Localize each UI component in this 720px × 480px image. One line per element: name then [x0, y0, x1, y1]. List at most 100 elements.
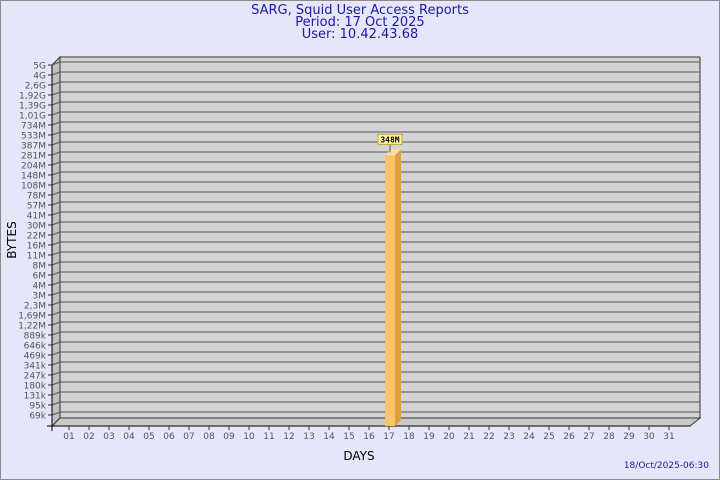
- y-tick-label: 4M: [33, 282, 47, 292]
- y-tick-label: 1,92G: [19, 92, 46, 102]
- y-tick-label: 469k: [24, 352, 47, 362]
- x-tick-label: 24: [523, 432, 535, 442]
- gridline-depth: [51, 121, 61, 126]
- gridline-depth: [51, 151, 61, 156]
- y-tick-label: 22M: [27, 232, 46, 242]
- gridline-depth: [51, 111, 61, 116]
- gridline-depth: [51, 191, 61, 196]
- x-tick-label: 19: [423, 432, 435, 442]
- x-tick-label: 16: [363, 432, 375, 442]
- gridline-depth: [51, 71, 61, 76]
- y-tick-label: 148M: [21, 172, 46, 182]
- y-tick-label: 646k: [24, 342, 47, 352]
- gridline-depth: [51, 131, 61, 136]
- y-tick-label: 5G: [33, 62, 46, 72]
- plot-floor: [50, 417, 702, 427]
- x-tick-label: 26: [563, 432, 575, 442]
- bar-top-day-17: [385, 149, 401, 156]
- x-tick-label: 31: [663, 432, 674, 442]
- y-tick-label: 108M: [21, 182, 46, 192]
- plot-back-wall: [59, 56, 701, 419]
- x-tick-label: 18: [403, 432, 415, 442]
- x-axis-title: DAYS: [343, 449, 374, 463]
- x-tick-label: 27: [583, 432, 594, 442]
- gridline-depth: [51, 331, 61, 336]
- y-axis-title: BYTES: [5, 221, 19, 258]
- gridline-depth: [51, 341, 61, 346]
- y-tick-label: 57M: [27, 202, 46, 212]
- gridline-depth: [51, 391, 61, 396]
- x-tick-label: 17: [383, 432, 394, 442]
- timestamp: 18/Oct/2025-06:30: [623, 461, 709, 471]
- chart-title: SARG, Squid User Access Reports: [251, 3, 469, 18]
- y-tick-label: 1,69M: [18, 312, 46, 322]
- y-tick-label: 4G: [33, 72, 46, 82]
- x-tick-label: 05: [143, 432, 154, 442]
- y-tick-label: 734M: [21, 122, 46, 132]
- data-label-box: [377, 133, 403, 145]
- gridline-depth: [51, 321, 61, 326]
- x-tick-label: 11: [263, 432, 274, 442]
- y-tick-label: 247k: [24, 372, 47, 382]
- y-tick-label: 131k: [24, 392, 47, 402]
- y-tick-label: 281M: [21, 152, 46, 162]
- gridline-depth: [51, 91, 61, 96]
- y-tick-label: 95k: [29, 402, 46, 412]
- x-tick-label: 01: [63, 432, 74, 442]
- x-tick-label: 07: [183, 432, 194, 442]
- gridline-depth: [51, 181, 61, 186]
- x-tick-label: 14: [323, 432, 335, 442]
- gridline-depth: [51, 411, 61, 416]
- chart-user: User: 10.42.43.68: [301, 27, 419, 42]
- x-tick-label: 10: [243, 432, 255, 442]
- gridline-depth: [51, 371, 61, 376]
- bar-side-day-17: [395, 149, 401, 426]
- gridline-depth: [51, 381, 61, 386]
- gridline-depth: [51, 291, 61, 296]
- x-tick-label: 23: [503, 432, 514, 442]
- y-tick-label: 2,6G: [25, 82, 46, 92]
- x-tick-label: 04: [123, 432, 135, 442]
- x-tick-label: 06: [163, 432, 175, 442]
- x-tick-label: 02: [83, 432, 94, 442]
- y-tick-label: 6M: [33, 272, 47, 282]
- x-tick-label: 29: [623, 432, 635, 442]
- gridline-depth: [51, 211, 61, 216]
- x-tick-label: 12: [283, 432, 294, 442]
- gridline-depth: [51, 301, 61, 306]
- x-tick-label: 20: [443, 432, 455, 442]
- gridline-depth: [51, 61, 61, 66]
- gridline-depth: [51, 281, 61, 286]
- y-tick-label: 16M: [27, 242, 46, 252]
- gridline-depth: [51, 161, 61, 166]
- y-tick-label: 3M: [33, 292, 47, 302]
- y-tick-label: 1,22M: [18, 322, 46, 332]
- gridline-depth: [51, 241, 61, 246]
- y-tick-label: 1,01G: [19, 112, 46, 122]
- gridline-depth: [51, 271, 61, 276]
- gridline-depth: [51, 171, 61, 176]
- y-tick-label: 180k: [24, 382, 47, 392]
- gridline-depth: [51, 201, 61, 206]
- y-tick-label: 41M: [27, 212, 46, 222]
- y-tick-label: 8M: [33, 262, 47, 272]
- x-tick-label: 08: [203, 432, 215, 442]
- gridline-depth: [51, 141, 61, 146]
- x-tick-label: 22: [483, 432, 494, 442]
- gridline-depth: [51, 231, 61, 236]
- y-tick-label: 204M: [21, 162, 46, 172]
- y-tick-label: 533M: [21, 132, 46, 142]
- x-tick-label: 21: [463, 432, 474, 442]
- gridline-depth: [51, 311, 61, 316]
- gridline-depth: [51, 361, 61, 366]
- x-tick-label: 15: [343, 432, 354, 442]
- gridline-depth: [51, 101, 61, 106]
- y-tick-label: 2,3M: [24, 302, 46, 312]
- gridline-depth: [51, 261, 61, 266]
- gridline-depth: [51, 251, 61, 256]
- x-tick-label: 28: [603, 432, 615, 442]
- y-tick-label: 1,39G: [19, 102, 46, 112]
- chart-period: Period: 17 Oct 2025: [295, 15, 425, 30]
- gridline-depth: [51, 351, 61, 356]
- x-tick-label: 30: [643, 432, 655, 442]
